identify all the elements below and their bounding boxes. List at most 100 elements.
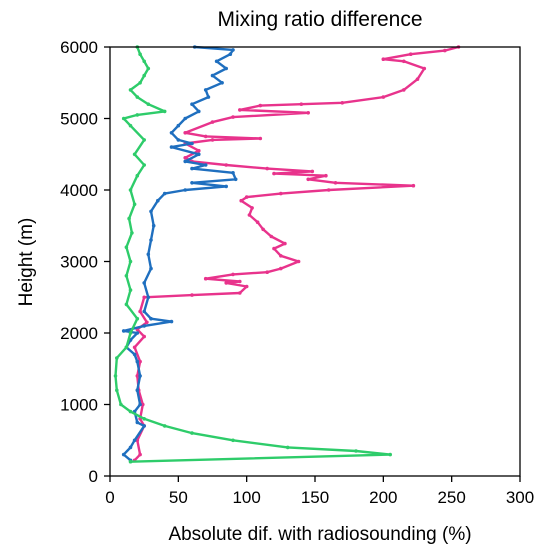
data-point <box>124 274 129 278</box>
data-point <box>128 188 133 192</box>
data-point <box>138 452 142 457</box>
data-point <box>141 402 145 407</box>
data-point <box>135 388 140 393</box>
data-point <box>197 109 201 114</box>
data-point <box>214 59 219 64</box>
data-point <box>124 302 129 307</box>
data-point <box>203 276 208 281</box>
data-point <box>206 95 211 99</box>
data-point <box>169 145 174 149</box>
data-point <box>220 81 224 85</box>
data-point <box>149 266 153 271</box>
data-point <box>326 188 331 192</box>
data-point <box>381 57 386 61</box>
data-point <box>132 352 137 357</box>
data-point <box>238 108 242 112</box>
data-point <box>411 183 416 188</box>
data-point <box>250 206 254 210</box>
data-point <box>244 195 249 199</box>
data-point <box>156 198 160 203</box>
chart-title: Mixing ratio difference <box>217 8 422 31</box>
data-point <box>115 388 119 393</box>
data-point <box>135 95 140 99</box>
data-point <box>231 438 235 443</box>
data-point <box>265 166 270 171</box>
data-point <box>203 134 208 139</box>
y-tick-label: 0 <box>89 467 98 486</box>
data-point <box>272 171 276 176</box>
data-point <box>415 77 420 81</box>
data-point <box>183 156 187 160</box>
data-point <box>210 138 215 142</box>
plot-frame <box>109 46 521 477</box>
data-point <box>128 288 133 292</box>
data-point <box>149 238 153 242</box>
data-point <box>197 152 201 157</box>
data-point <box>269 234 274 239</box>
data-point <box>142 281 146 285</box>
data-point <box>299 102 304 106</box>
data-point <box>340 101 345 105</box>
y-tick-label: 4000 <box>60 181 98 200</box>
data-point <box>224 66 228 71</box>
data-point <box>203 88 208 92</box>
data-point <box>176 123 181 128</box>
y-tick-label: 2000 <box>60 324 98 343</box>
data-point <box>231 171 235 175</box>
data-point <box>231 115 235 119</box>
data-point <box>190 141 194 146</box>
data-point <box>244 284 249 289</box>
data-point <box>142 295 146 300</box>
data-point <box>402 59 406 64</box>
data-point <box>142 309 146 314</box>
data-point <box>124 245 129 249</box>
x-axis-label: Absolute dif. with radiosounding (%) <box>168 524 471 545</box>
data-point <box>142 424 146 428</box>
data-point <box>224 281 228 285</box>
data-point <box>128 459 133 464</box>
x-tick-label: 0 <box>105 488 114 507</box>
data-point <box>306 111 311 115</box>
x-tick-label: 300 <box>506 488 534 507</box>
data-point <box>138 359 142 364</box>
data-point <box>408 52 413 56</box>
series-line <box>114 46 392 463</box>
data-point <box>443 48 447 53</box>
y-tick-label: 1000 <box>60 396 98 415</box>
data-point <box>231 272 235 277</box>
data-point <box>146 252 151 257</box>
data-point <box>324 173 328 178</box>
data-point <box>310 169 315 174</box>
data-point <box>121 329 126 333</box>
data-point <box>162 424 167 428</box>
data-point <box>149 209 153 214</box>
data-point <box>138 52 142 56</box>
data-point <box>132 202 137 207</box>
data-point <box>127 216 131 221</box>
data-point <box>135 359 140 364</box>
data-point <box>121 116 126 121</box>
data-point <box>138 402 142 407</box>
data-point <box>422 66 427 71</box>
data-point <box>128 88 133 92</box>
data-point <box>135 420 140 425</box>
data-point <box>138 81 142 85</box>
data-point <box>142 334 146 339</box>
y-axis-label: Height (m) <box>16 218 37 307</box>
data-point <box>258 136 263 141</box>
data-point <box>258 103 263 108</box>
data-point <box>233 177 238 182</box>
data-point <box>224 184 228 189</box>
data-point <box>142 138 146 142</box>
data-point <box>210 120 215 124</box>
x-tick-label: 50 <box>169 488 188 507</box>
x-tick-label: 250 <box>437 488 465 507</box>
data-point <box>279 191 283 196</box>
data-point <box>142 324 146 328</box>
x-tick-label: 100 <box>232 488 260 507</box>
data-point <box>138 374 142 378</box>
data-point <box>135 331 140 335</box>
data-point <box>265 270 270 275</box>
data-point <box>151 223 156 228</box>
x-tick-label: 200 <box>369 488 397 507</box>
